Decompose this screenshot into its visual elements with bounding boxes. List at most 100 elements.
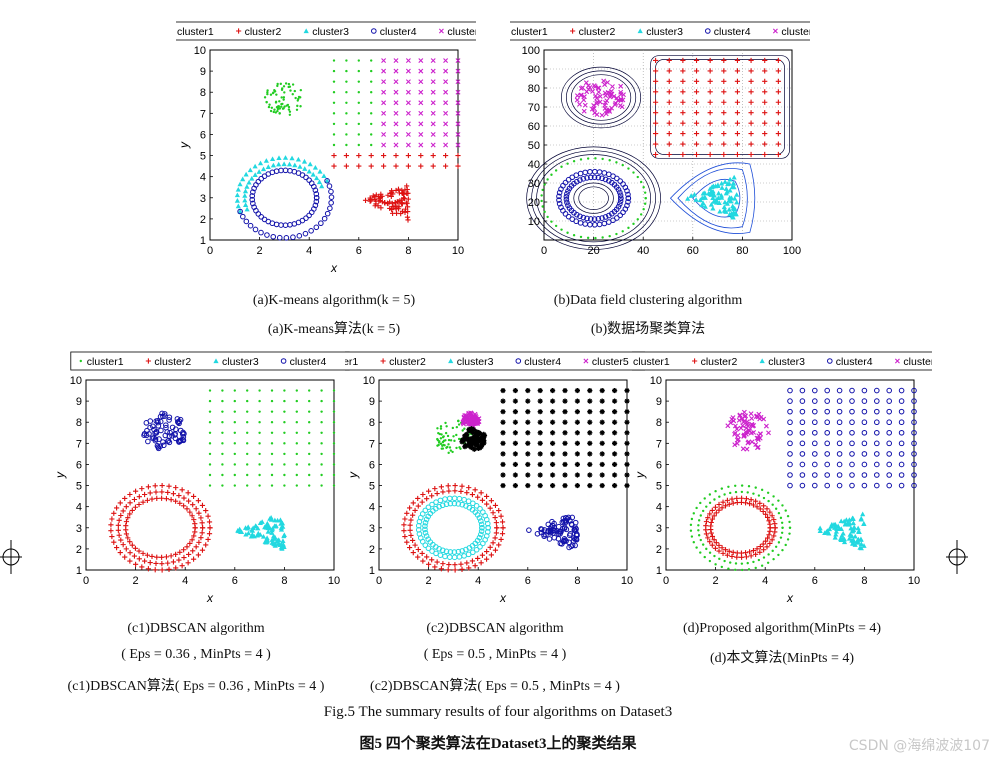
- y-axis-label: y: [53, 471, 67, 479]
- data-point-cluster3: [306, 168, 312, 174]
- data-point-cluster3: [477, 505, 483, 512]
- data-point-cluster4: [538, 526, 544, 532]
- data-point-cluster1: [266, 92, 269, 96]
- y-tick-label: 2: [369, 544, 375, 556]
- data-point-cluster1: [246, 463, 249, 466]
- data-point-cluster1: [643, 202, 647, 205]
- data-point-cluster2: [125, 535, 131, 541]
- data-point-cluster2: [404, 190, 410, 197]
- data-point-cluster1: [296, 104, 299, 108]
- data-point-cluster2: [410, 500, 416, 506]
- data-point-cluster4: [591, 174, 598, 181]
- data-point-cluster2: [392, 199, 398, 206]
- data-point-cluster5: [609, 84, 615, 90]
- data-point-cluster4: [548, 524, 554, 531]
- data-point-cluster4: [251, 185, 257, 192]
- data-point-cluster2: [775, 78, 781, 84]
- data-point-noise: [574, 440, 580, 446]
- data-point-cluster2: [680, 78, 686, 84]
- data-point-cluster1: [708, 559, 712, 563]
- data-point-cluster2: [734, 99, 741, 105]
- data-point-cluster1: [541, 205, 544, 208]
- data-point-cluster4: [249, 196, 256, 203]
- data-point-noise: [477, 445, 483, 451]
- data-point-cluster1: [699, 501, 702, 505]
- data-point-cluster4: [247, 222, 254, 229]
- data-point-cluster1: [208, 452, 212, 456]
- data-point-cluster2: [154, 495, 160, 501]
- data-point-cluster1: [734, 568, 737, 571]
- data-point-cluster3: [734, 192, 740, 197]
- data-point-cluster4: [160, 413, 166, 420]
- data-point-cluster2: [195, 498, 201, 504]
- data-point-cluster2: [114, 505, 120, 511]
- data-point-cluster2: [125, 515, 131, 521]
- data-point-cluster3: [451, 500, 458, 507]
- data-point-cluster3: [242, 197, 248, 203]
- data-point-cluster2: [757, 506, 763, 512]
- data-point-cluster2: [762, 141, 768, 147]
- data-point-cluster2: [708, 530, 714, 536]
- data-point-cluster5: [381, 110, 387, 116]
- data-point-cluster2: [734, 57, 741, 64]
- data-point-noise: [481, 437, 487, 444]
- data-point-cluster2: [708, 526, 714, 533]
- data-point-cluster1: [258, 442, 261, 445]
- data-point-cluster3: [841, 539, 848, 545]
- data-point-cluster2: [402, 209, 408, 215]
- data-point-cluster4: [886, 472, 893, 478]
- data-point-cluster1: [272, 110, 275, 114]
- data-point-cluster2: [343, 163, 349, 169]
- data-point-cluster2: [152, 567, 158, 573]
- data-point-cluster5: [430, 58, 436, 64]
- data-point-cluster2: [771, 533, 777, 539]
- data-point-cluster5: [599, 112, 605, 118]
- data-point-cluster4: [561, 536, 568, 542]
- data-point-cluster2: [187, 540, 193, 547]
- data-point-cluster2: [207, 525, 213, 531]
- data-point-cluster1: [295, 431, 298, 434]
- data-point-cluster1: [278, 112, 281, 115]
- data-point-noise: [587, 419, 593, 425]
- data-point-cluster1: [448, 446, 452, 449]
- data-point-cluster3: [850, 520, 856, 526]
- data-point-cluster5: [582, 102, 588, 108]
- data-point-cluster2: [127, 500, 133, 506]
- data-point-cluster4: [573, 536, 580, 543]
- legend-item-cluster2: cluster2: [154, 356, 191, 368]
- data-point-cluster2: [712, 545, 719, 551]
- data-point-cluster4: [836, 419, 843, 426]
- data-point-noise: [537, 409, 543, 415]
- data-point-cluster1: [246, 389, 249, 392]
- data-point-cluster2: [707, 78, 713, 84]
- data-point-cluster1: [258, 452, 261, 456]
- data-point-noise: [574, 387, 580, 394]
- data-point-cluster2: [145, 566, 152, 572]
- data-point-cluster1: [268, 103, 271, 106]
- data-point-cluster1: [723, 493, 726, 496]
- data-point-cluster2: [730, 549, 736, 555]
- data-point-cluster1: [221, 410, 224, 413]
- data-point-cluster1: [279, 82, 282, 86]
- data-point-cluster1: [370, 59, 373, 62]
- data-point-cluster5: [393, 79, 399, 85]
- data-point-cluster1: [233, 463, 236, 466]
- data-point-cluster3: [718, 192, 725, 198]
- data-point-cluster1: [270, 463, 274, 466]
- data-point-noise: [468, 444, 475, 451]
- data-point-cluster2: [720, 550, 726, 556]
- data-point-cluster2: [703, 519, 710, 525]
- data-point-cluster4: [874, 387, 880, 394]
- data-point-cluster3: [478, 528, 485, 534]
- data-point-cluster2: [382, 200, 388, 206]
- data-point-cluster3: [312, 164, 318, 170]
- data-point-legend-cluster4: [371, 28, 377, 34]
- y-tick-label: 9: [76, 396, 82, 408]
- data-point-cluster3: [832, 525, 838, 530]
- data-point-cluster4: [551, 520, 557, 527]
- data-point-cluster1: [266, 91, 269, 94]
- data-point-cluster2: [159, 489, 165, 495]
- data-point-cluster5: [756, 411, 762, 417]
- data-point-noise: [587, 472, 593, 478]
